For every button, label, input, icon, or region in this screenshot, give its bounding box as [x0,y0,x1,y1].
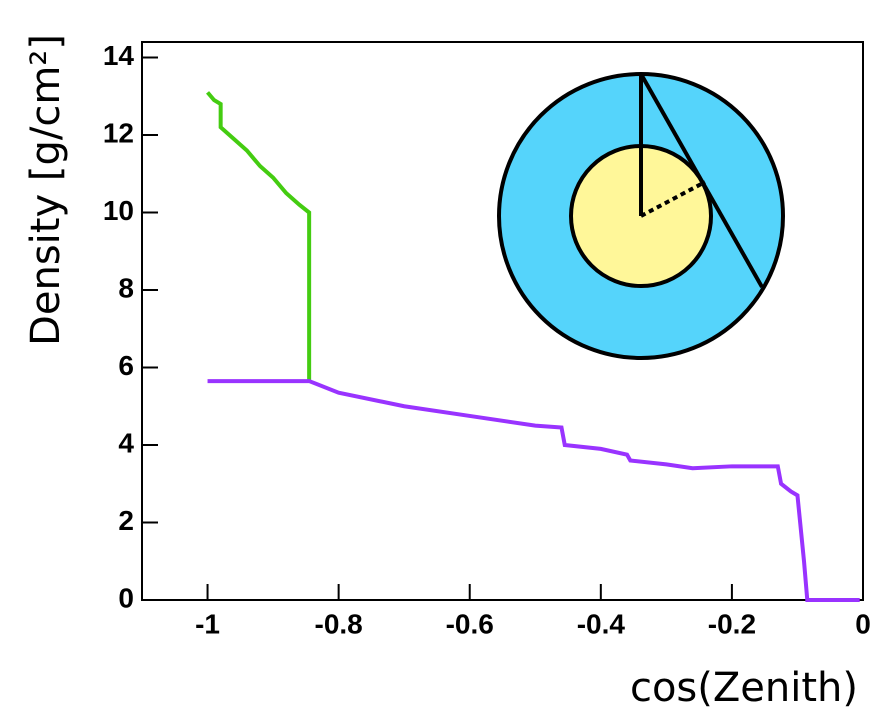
y-tick-label: 12 [103,117,134,148]
path-line [639,73,764,288]
y-tick-label: 0 [118,582,134,613]
x-tick-label: -0.8 [315,608,363,639]
x-tick-label: -0.4 [577,608,626,639]
y-tick-label: 6 [118,350,134,381]
y-tick-label: 2 [118,505,134,536]
series-line [206,91,312,382]
x-tick-label: 0 [855,608,871,639]
series-line [207,379,860,602]
y-tick-label: 4 [118,427,134,458]
x-axis-label: cos(Zenith) [630,665,858,711]
x-tick-label: -0.6 [446,608,494,639]
inset-diagram [497,72,785,360]
plot-frame [141,41,864,601]
y-tick-label: 10 [103,195,134,226]
y-tick-label: 14 [103,40,135,71]
x-tick-label: -0.2 [708,608,756,639]
x-tick-label: -1 [195,608,220,639]
y-tick-label: 8 [118,272,134,303]
dotted-line [640,180,706,218]
y-axis-label: Density [g/cm²] [23,34,69,346]
